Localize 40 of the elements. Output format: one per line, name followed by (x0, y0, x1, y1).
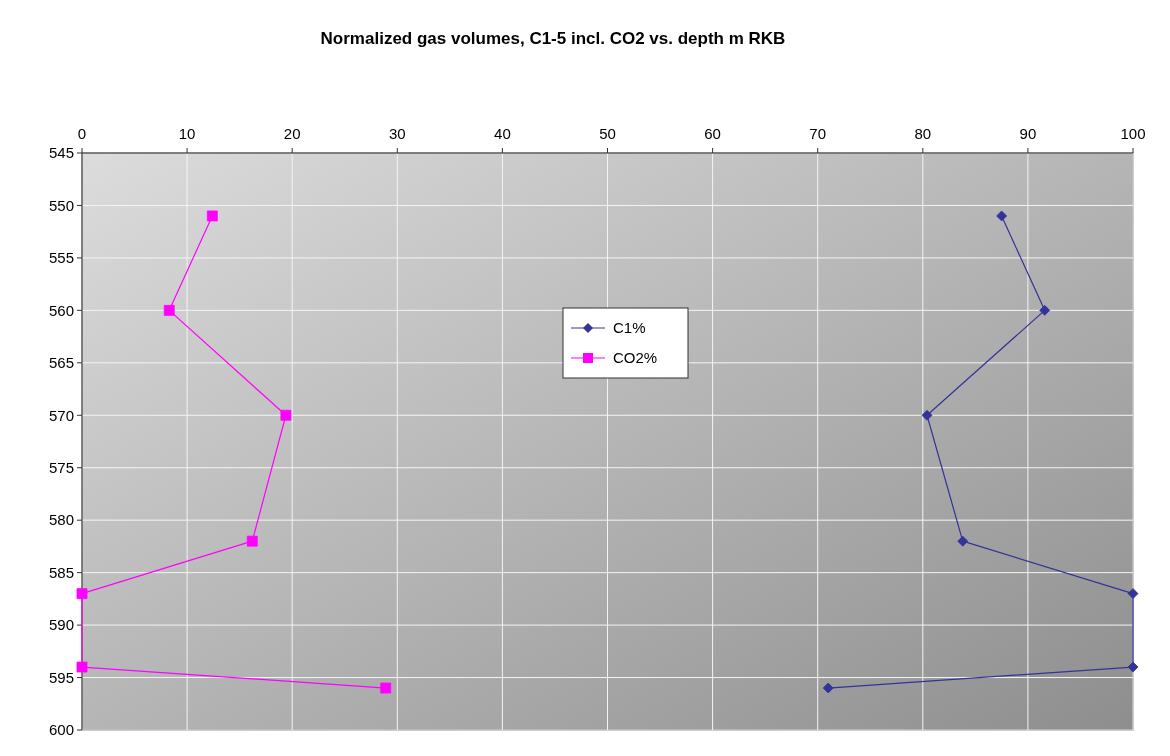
x-tick-label: 0 (77, 125, 87, 142)
x-tick-label: 100 (1120, 125, 1146, 142)
point (996, 210, 1008, 222)
point (957, 535, 969, 547)
point (1127, 588, 1139, 600)
y-tick-label: 600 (48, 721, 74, 739)
point (280, 409, 292, 421)
y-tick-label: 585 (48, 563, 74, 581)
chart-title: Normalized gas volumes, C1-5 incl. CO2 vs. depth m RKB (320, 29, 786, 48)
point (921, 409, 933, 421)
y-tick-label: 590 (48, 616, 74, 634)
x-tick-label: 40 (494, 125, 511, 142)
x-tick-label: 70 (809, 125, 827, 142)
y-tick-label: 560 (48, 301, 74, 319)
legend-label: C1% (613, 319, 646, 337)
y-tick-label: 570 (48, 406, 74, 424)
y-tick-label: 565 (48, 354, 74, 372)
point (163, 304, 175, 316)
x-tick-label: 20 (283, 125, 301, 142)
y-tick-label: 550 (48, 196, 74, 214)
legend-label: CO2% (613, 349, 658, 367)
x-tick-label: 30 (388, 125, 406, 142)
point (76, 588, 88, 600)
point (1127, 661, 1139, 673)
y-tick-label: 580 (48, 511, 74, 529)
point (76, 661, 88, 673)
x-tick-label: 50 (599, 125, 616, 142)
x-tick-label: 10 (178, 125, 196, 142)
y-tick-label: 575 (48, 458, 74, 476)
x-tick-label: 80 (914, 125, 932, 142)
y-tick-label: 595 (48, 668, 74, 686)
point (246, 535, 258, 547)
x-tick-label: 60 (704, 125, 721, 142)
point (822, 682, 834, 694)
y-tick-label: 555 (48, 249, 74, 267)
point (206, 210, 218, 222)
x-tick-label: 90 (1019, 125, 1037, 142)
point (380, 682, 392, 694)
point (1039, 304, 1051, 316)
y-tick-label: 545 (48, 144, 74, 162)
